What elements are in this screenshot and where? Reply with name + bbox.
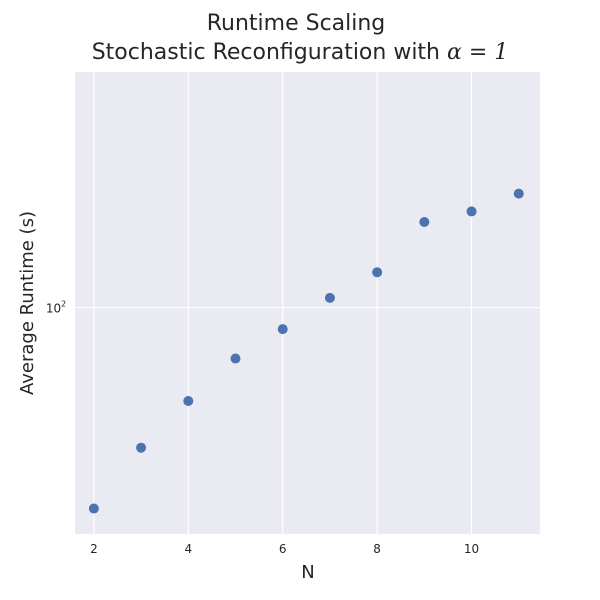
scatter-points <box>88 188 524 514</box>
data-point-n9 <box>419 217 430 228</box>
data-point-n3 <box>136 442 147 453</box>
plot-area <box>75 72 540 534</box>
y-tick-label-100: 102 <box>46 300 66 316</box>
chart-subtitle: Stochastic Reconfiguration with α = 1 <box>92 40 509 65</box>
chart-title: Runtime Scaling <box>207 11 386 36</box>
x-tick-label-10: 10 <box>464 542 479 556</box>
data-point-n8 <box>372 267 383 278</box>
x-tick-label-4: 4 <box>184 542 192 556</box>
x-tick-label-8: 8 <box>373 542 381 556</box>
data-point-n6 <box>277 324 288 335</box>
grid-lines <box>75 72 540 534</box>
data-point-n7 <box>324 292 335 303</box>
y-tick-exponent: 2 <box>61 300 66 309</box>
x-tick-label-2: 2 <box>90 542 98 556</box>
data-point-n2 <box>88 503 99 514</box>
data-point-n4 <box>183 396 194 407</box>
x-tick-label-6: 6 <box>279 542 287 556</box>
chart-subtitle-math: α = 1 <box>447 40 508 65</box>
y-tick-base: 10 <box>46 302 61 316</box>
data-point-n11 <box>513 188 524 199</box>
x-axis-label: N <box>301 562 314 583</box>
chart-subtitle-text: Stochastic Reconfiguration with <box>92 40 447 65</box>
y-axis-label: Average Runtime (s) <box>17 211 38 395</box>
data-point-n10 <box>466 206 477 217</box>
data-point-n5 <box>230 353 241 364</box>
